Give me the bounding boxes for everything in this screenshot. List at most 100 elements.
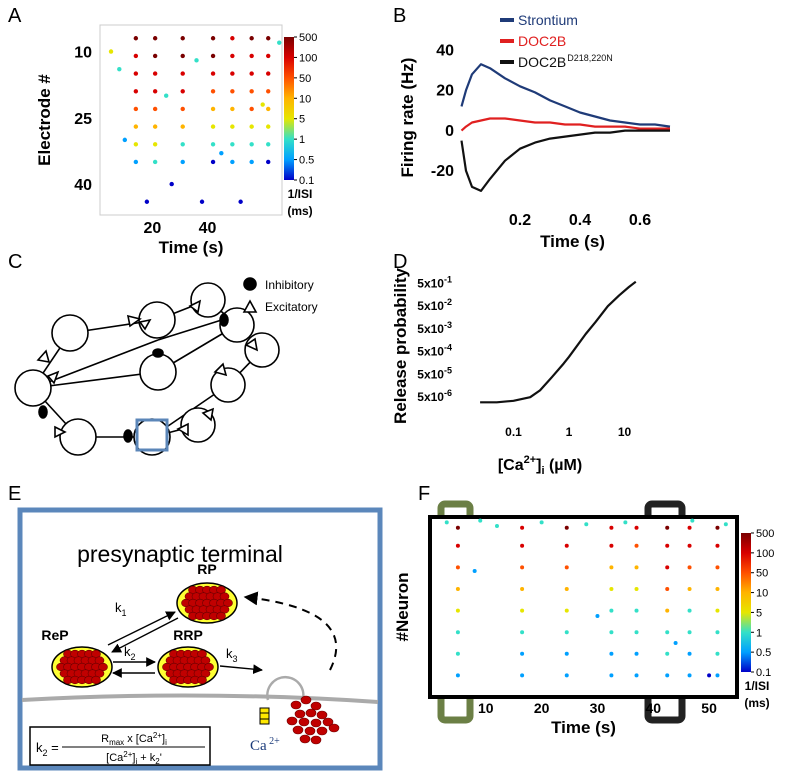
legend-label: Inhibitory [265,278,314,292]
spike [665,608,670,613]
formula-part: 2 [43,748,48,758]
spike [152,36,158,41]
legend-label: DOC2B [518,54,566,70]
label-part: ] [536,457,541,474]
colorbar-label: (ms) [287,204,312,218]
formula-part: + k [137,752,156,764]
spike [180,124,185,129]
y-tick-label: -20 [431,163,454,180]
spike [520,673,525,678]
x-tick-label: 1 [566,425,573,439]
plot-frame [99,24,283,216]
colorbar-tick-label: 100 [299,52,317,64]
spike [564,525,569,530]
x-tick-label: 0.1 [505,425,522,439]
spike [199,199,205,204]
formula-part: [Ca [106,752,124,764]
vesicle [322,717,334,727]
colorbar-tick-label: 5 [299,114,305,126]
spike [687,565,692,570]
vesicle [304,726,316,736]
colorbar-tick-label: 50 [756,568,768,580]
ion-label: Ca 2+ [250,736,280,754]
spike [249,106,254,112]
spike [584,522,589,527]
rate-part: k [124,644,131,659]
colorbar-label: 1/ISI [288,187,313,201]
spike [266,124,271,129]
spike [455,651,460,656]
x-tick-label: 20 [534,700,550,716]
spike [163,93,169,98]
series-line [460,129,670,192]
spike [609,525,614,530]
spike [665,525,670,530]
colorbar [284,37,294,180]
formula-part: max [109,738,124,747]
spike [609,630,614,635]
colorbar-tick-label: 0.5 [299,155,314,167]
y-axis-label: Release probability [391,268,410,424]
x-tick-label: 20 [143,220,161,237]
spike [634,587,639,591]
spike [249,71,254,76]
rate-part: 2 [131,652,136,662]
colorbar-label: 1/ISI [745,679,770,693]
spike [665,543,670,548]
spike [210,53,216,59]
y-tick-label: 40 [436,42,454,59]
y-tick-label: 5x10-3 [417,320,452,336]
spike [564,651,569,656]
spike [144,199,150,204]
spike [152,159,158,165]
spike [623,520,628,525]
spike [133,89,139,94]
x-tick-label: 10 [478,700,494,716]
pool-label: ReP [41,627,68,643]
spike [169,181,174,187]
vesicle [292,725,304,735]
spike [230,106,235,112]
y-tick-label: 0 [445,123,454,140]
spike [133,159,139,165]
x-tick-label: 0.4 [569,212,591,229]
ion-part: 2+ [267,736,281,747]
colorbar-tick-label: 1 [299,134,305,146]
vesicle [316,726,328,736]
spike [249,89,254,94]
spike [266,106,271,112]
spike [707,673,712,678]
label-part: (µM) [545,457,583,474]
spike [634,525,639,530]
spike [152,142,158,147]
spike [715,525,720,530]
series-line [480,280,637,404]
vesicle [310,701,322,711]
spike [520,587,525,591]
spike [723,522,728,527]
y-axis-label: Firing rate (Hz) [398,58,417,178]
formula-denominator: [Ca2+]i + k2' [106,750,162,766]
x-axis-label: [Ca2+]i (µM) [498,454,582,477]
spike [108,49,114,54]
spike [210,89,216,94]
spike [230,53,235,59]
spike [634,651,639,656]
spike [665,651,670,656]
vesicle [298,717,310,727]
rate-label: k1 [115,600,127,618]
spike [230,142,235,147]
legend-label: Strontium [518,12,578,28]
formula-part: i [165,738,167,747]
spike [180,71,185,76]
spike [133,124,139,129]
spike [194,58,199,63]
spike [230,124,235,129]
spike [266,36,271,41]
colorbar-tick-label: 0.1 [756,667,771,679]
x-tick-label: 30 [590,700,606,716]
colorbar-tick-label: 500 [299,32,317,44]
spike [665,565,670,570]
vesicle [328,723,340,733]
